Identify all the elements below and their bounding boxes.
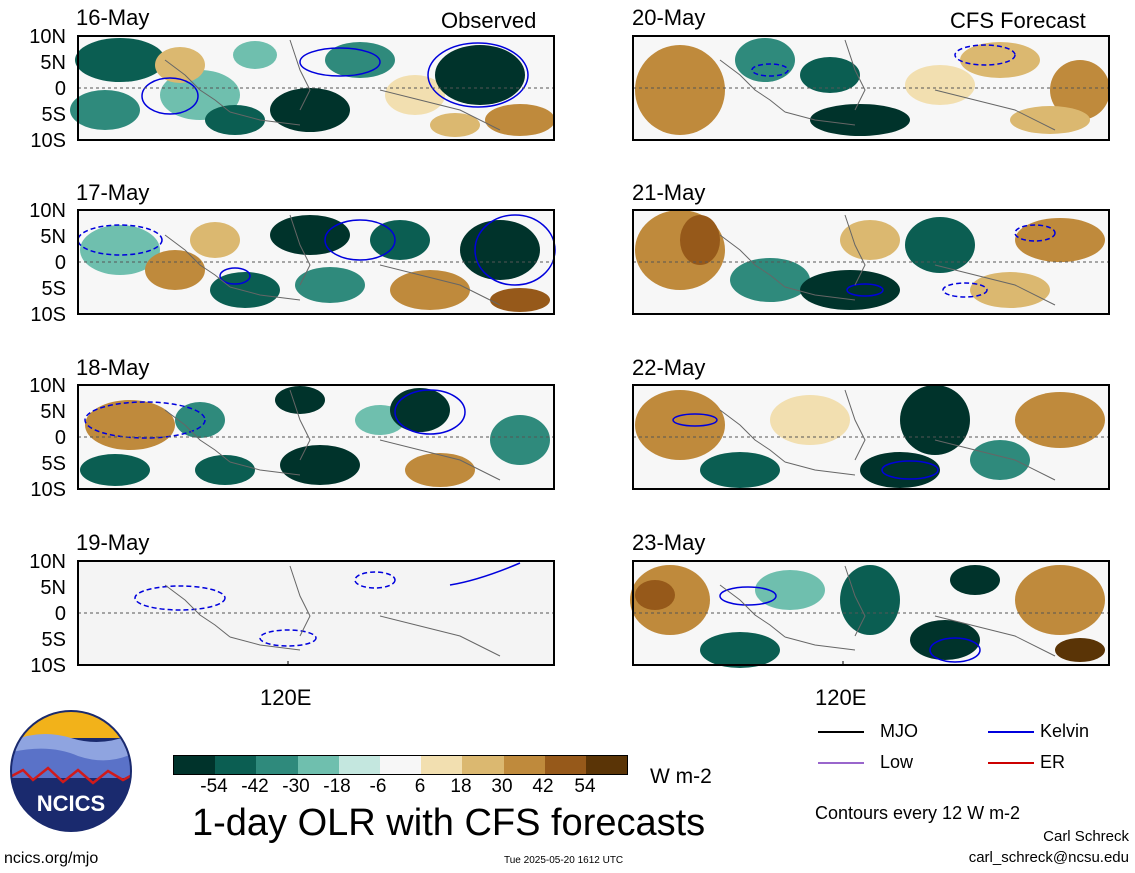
lat-label: 5N bbox=[40, 401, 66, 423]
map-panel-19-may bbox=[77, 560, 555, 666]
legend-swatch-mjo bbox=[818, 731, 864, 733]
lat-label: 10S bbox=[30, 304, 66, 326]
legend-swatch-kelvin bbox=[988, 731, 1034, 733]
lat-label: 0 bbox=[54, 252, 66, 274]
legend-swatch-low bbox=[818, 762, 864, 764]
lat-label: 5N bbox=[40, 577, 66, 599]
lat-label: 5N bbox=[40, 52, 66, 74]
contours-note: Contours every 12 W m-2 bbox=[815, 803, 1021, 823]
colorbar-label: 30 bbox=[491, 776, 513, 797]
legend-label-mjo: MJO bbox=[880, 721, 918, 741]
lon-label-left: 120E bbox=[260, 685, 312, 710]
map-panel-16-may bbox=[70, 35, 555, 141]
map-panel-17-may bbox=[77, 209, 556, 315]
panel-date-19-may: 19-May bbox=[76, 530, 150, 555]
forecast-header: CFS Forecast bbox=[950, 8, 1086, 33]
colorbar-swatch bbox=[544, 756, 586, 774]
colorbar-units: W m-2 bbox=[650, 765, 712, 788]
ncics-logo: NCICS bbox=[8, 708, 134, 834]
colorbar-swatch bbox=[585, 756, 628, 774]
colorbar-swatch bbox=[256, 756, 298, 774]
colorbar-label: 18 bbox=[450, 776, 472, 797]
logo-text: NCICS bbox=[37, 791, 105, 816]
panel-date-17-may: 17-May bbox=[76, 180, 150, 205]
colorbar-label: -6 bbox=[369, 776, 387, 797]
colorbar-swatch bbox=[215, 756, 257, 774]
colorbar-swatch bbox=[503, 756, 545, 774]
lat-label: 5N bbox=[40, 226, 66, 248]
lat-label: 5S bbox=[41, 629, 66, 651]
lat-label: 10N bbox=[29, 200, 66, 222]
page-title: 1-day OLR with CFS forecasts bbox=[192, 802, 706, 844]
map-panel-21-may bbox=[632, 209, 1110, 315]
lat-label: 5S bbox=[41, 278, 66, 300]
lat-label: 5S bbox=[41, 453, 66, 475]
map-panels bbox=[70, 35, 1110, 668]
panel-date-16-may: 16-May bbox=[76, 5, 150, 30]
colorbar-swatch bbox=[462, 756, 504, 774]
lat-label: 10N bbox=[29, 551, 66, 573]
map-panel-18-may bbox=[77, 384, 555, 490]
colorbar-label: -30 bbox=[282, 776, 310, 797]
legend-label-kelvin: Kelvin bbox=[1040, 721, 1090, 741]
map-panel-22-may bbox=[632, 384, 1110, 490]
lat-label: 10S bbox=[30, 479, 66, 501]
lat-label: 10S bbox=[30, 130, 66, 152]
footer-timestamp: Tue 2025-05-20 1612 UTC bbox=[504, 855, 624, 866]
footer-url[interactable]: ncics.org/mjo bbox=[4, 850, 99, 867]
legend-swatch-er bbox=[988, 762, 1034, 764]
colorbar-swatch bbox=[174, 756, 216, 774]
map-panel-20-may bbox=[632, 35, 1110, 141]
colorbar-label: 54 bbox=[574, 776, 596, 797]
colorbar-swatch bbox=[297, 756, 339, 774]
lat-label: 0 bbox=[54, 78, 66, 100]
panel-date-20-may: 20-May bbox=[632, 5, 706, 30]
logo-graphic: NCICS bbox=[10, 710, 132, 832]
colorbar-swatch bbox=[338, 756, 380, 774]
legend-label-er: ER bbox=[1040, 752, 1066, 772]
colorbar-label: -42 bbox=[241, 776, 269, 797]
lat-label: 10N bbox=[29, 26, 66, 48]
colorbar-label: -18 bbox=[323, 776, 351, 797]
lat-label: 10N bbox=[29, 375, 66, 397]
lat-label: 0 bbox=[54, 603, 66, 625]
colorbar bbox=[173, 755, 628, 775]
colorbar-swatch bbox=[379, 756, 422, 774]
legend-label-low: Low bbox=[880, 752, 914, 772]
panel-date-23-may: 23-May bbox=[632, 530, 706, 555]
lon-label-right: 120E bbox=[815, 685, 867, 710]
observed-header: Observed bbox=[441, 8, 537, 33]
colorbar-swatch bbox=[421, 756, 463, 774]
lat-label: 5S bbox=[41, 104, 66, 126]
colorbar-label: -54 bbox=[200, 776, 228, 797]
footer-email[interactable]: carl_schreck@ncsu.edu bbox=[968, 849, 1129, 866]
colorbar-label: 42 bbox=[532, 776, 554, 797]
footer-author: Carl Schreck bbox=[1043, 828, 1129, 845]
map-panel-23-may bbox=[630, 560, 1110, 668]
colorbar-label: 6 bbox=[414, 776, 426, 797]
panel-date-21-may: 21-May bbox=[632, 180, 706, 205]
panel-date-18-may: 18-May bbox=[76, 355, 150, 380]
lat-label: 10S bbox=[30, 655, 66, 677]
lat-label: 0 bbox=[54, 427, 66, 449]
panel-date-22-may: 22-May bbox=[632, 355, 706, 380]
